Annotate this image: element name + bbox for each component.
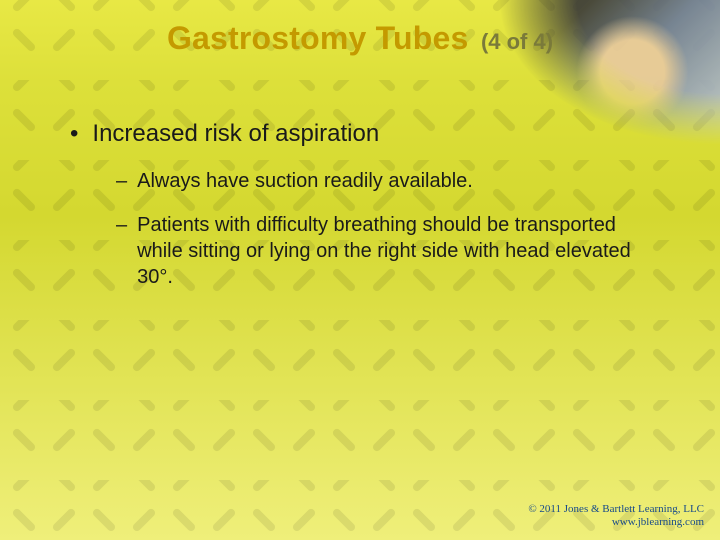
bullet-level2-list: – Always have suction readily available.… — [116, 168, 660, 290]
content-area: Increased risk of aspiration – Always ha… — [70, 120, 660, 308]
copyright-line: © 2011 Jones & Bartlett Learning, LLC — [528, 503, 704, 517]
bullet-level2-item: – Always have suction readily available. — [116, 168, 660, 194]
slide-title: Gastrostomy Tubes (4 of 4) — [0, 20, 720, 57]
footer-url: www.jblearning.com — [528, 516, 704, 530]
dash-icon: – — [116, 212, 127, 290]
bullet-level1: Increased risk of aspiration — [70, 120, 660, 148]
title-page-indicator: (4 of 4) — [481, 29, 553, 54]
title-main: Gastrostomy Tubes — [167, 20, 469, 56]
dash-icon: – — [116, 168, 127, 194]
bullet-text: Always have suction readily available. — [137, 168, 660, 194]
footer: © 2011 Jones & Bartlett Learning, LLC ww… — [528, 503, 704, 531]
slide: Gastrostomy Tubes (4 of 4) Increased ris… — [0, 0, 720, 540]
bullet-text: Patients with difficulty breathing shoul… — [137, 212, 660, 290]
bullet-level2-item: – Patients with difficulty breathing sho… — [116, 212, 660, 290]
